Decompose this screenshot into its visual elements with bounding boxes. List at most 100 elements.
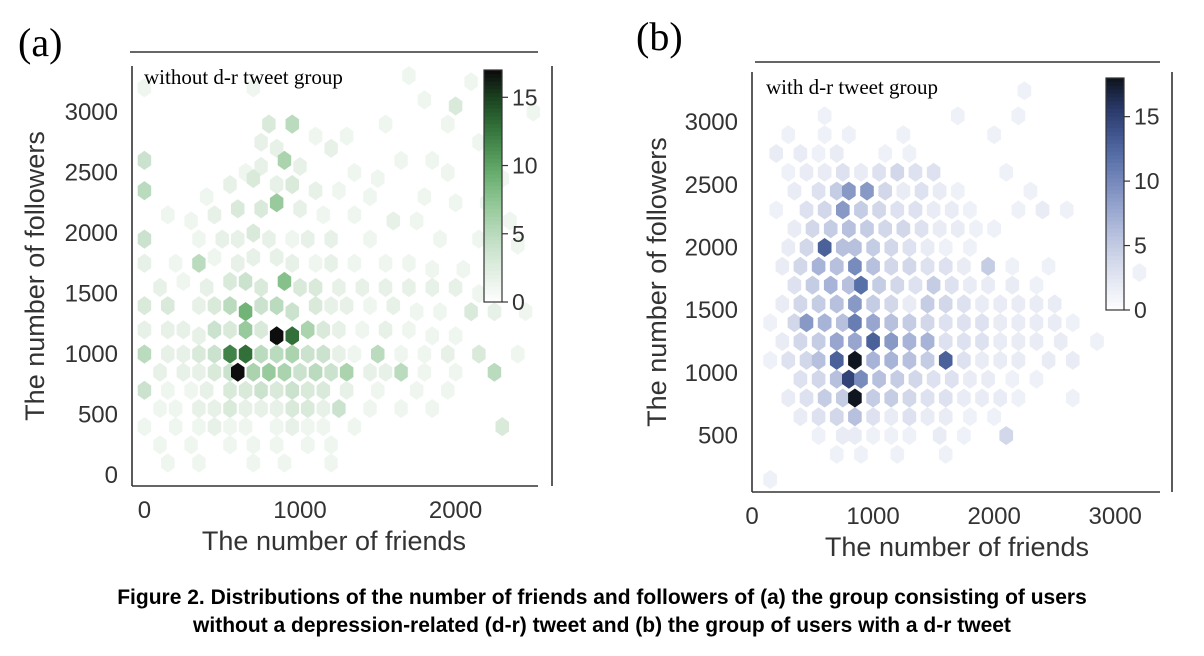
hexbin-cell	[254, 132, 268, 152]
hexbin-cell	[793, 256, 808, 276]
colorbar-segment	[484, 197, 502, 203]
hexbin-cell	[836, 162, 850, 182]
y-tick-label: 1000	[685, 360, 738, 387]
hexbin-cell	[285, 253, 299, 273]
hexbin-cell	[884, 426, 898, 446]
hexbin-cell	[137, 320, 152, 340]
hexbin-cell	[207, 247, 222, 267]
colorbar-segment	[1106, 252, 1124, 257]
hexbin-cell	[238, 380, 253, 400]
y-tick-label: 2500	[685, 172, 738, 199]
colorbar-segment	[1106, 166, 1124, 172]
hexbin-cell	[890, 369, 905, 389]
hexbin-cell	[199, 187, 214, 207]
group-legend-text: with d-r tweet group	[766, 75, 938, 99]
y-tick-label: 500	[78, 402, 118, 429]
hexbin-cell	[884, 256, 898, 276]
colorbar-segment	[1106, 271, 1124, 276]
hexbin-cell	[793, 369, 808, 389]
hexbin-cell	[836, 388, 850, 408]
panel-a: 0 1000 2000 0 500 1000 1500 2000 2500 3000 The num…	[18, 20, 553, 556]
colorbar-segment	[1106, 240, 1124, 245]
hexbin-cell	[884, 332, 898, 352]
hexbin-cell	[1005, 256, 1020, 276]
hexbin-cell	[793, 332, 808, 352]
hexbin-cell	[472, 344, 486, 364]
hexbin-cell	[920, 350, 935, 370]
hexbin-cell	[363, 187, 377, 207]
hexbin-cell	[993, 313, 1007, 333]
hexbin-cell	[799, 313, 814, 333]
hexbin-cell	[402, 277, 416, 298]
hexbin-cell	[884, 313, 898, 333]
colorbar-segment	[484, 282, 502, 288]
hexbin-cell	[153, 362, 167, 382]
hexbin-cell	[285, 175, 299, 195]
hexbin-cell	[254, 199, 268, 219]
hexbin-cell	[246, 223, 261, 243]
colorbar-segment	[1106, 263, 1124, 269]
colorbar-segment	[1106, 182, 1124, 187]
hexbin-cell	[836, 200, 850, 220]
hexbin-cell	[829, 294, 844, 314]
hexbin-cell	[285, 326, 299, 346]
colorbar-frame	[1105, 77, 1125, 311]
hexbin-cell	[425, 277, 439, 298]
hexbin-cell	[137, 417, 152, 437]
hexbin-cell	[975, 350, 989, 370]
colorbar-segment	[484, 108, 502, 114]
colorbar-segment	[484, 178, 502, 183]
hexbin-cell	[254, 277, 268, 298]
hexbin-cell	[799, 350, 814, 370]
colorbar-segment	[484, 209, 502, 214]
hexbin-cell	[347, 253, 362, 273]
hexbin-cell	[332, 344, 346, 364]
hexbin-cell	[866, 332, 880, 352]
hexbin-cell	[262, 362, 276, 382]
hexbin-cell	[207, 362, 222, 382]
hexbin-cell	[787, 219, 802, 239]
colorbar-segment	[1106, 267, 1124, 272]
hexbin-cell	[920, 238, 935, 257]
hexbin-cell	[854, 200, 868, 220]
hexbin-cell	[409, 302, 424, 322]
hexbin-cell	[176, 320, 191, 340]
hexbin-cell	[339, 362, 354, 382]
colorbar-segment	[484, 97, 502, 102]
hexbin-cell	[914, 181, 929, 201]
colorbar-segment	[484, 240, 502, 245]
hexbin-cell	[1041, 256, 1056, 276]
y-tick-label: 500	[698, 423, 738, 450]
hexbin-cell	[938, 332, 953, 352]
hexbin-cell	[829, 369, 844, 389]
colorbar-segment	[1106, 155, 1124, 160]
hexbin-cell	[324, 253, 338, 273]
hexbin-cell	[277, 271, 292, 291]
hexbin-cell	[872, 369, 886, 389]
hexbin-cell	[1041, 350, 1056, 370]
hexbin-cell	[269, 435, 284, 455]
colorbar-segment	[1106, 236, 1124, 241]
hexbin-cell	[763, 469, 777, 489]
hexbin-cell	[308, 181, 323, 201]
hexbin-cell	[811, 294, 826, 314]
hexbin-cell	[854, 275, 868, 295]
hexbin-cell	[371, 169, 385, 189]
hexbin-cell	[866, 407, 880, 427]
colorbar-segment	[1106, 213, 1124, 218]
hexbin-cell	[269, 326, 284, 346]
colorbar-segment	[1106, 85, 1124, 91]
hexbin-cell	[781, 238, 796, 257]
hexbin-cell	[781, 350, 796, 370]
hexbin-cell	[238, 271, 253, 291]
hexbin-cell	[787, 181, 802, 201]
colorbar-segment	[1106, 228, 1124, 234]
hexbin-cell	[1011, 388, 1026, 408]
hexbin-cell	[902, 388, 917, 408]
hexbin-cell	[938, 388, 953, 408]
colorbar-segment	[484, 278, 502, 284]
hexbin-cell	[866, 238, 880, 257]
hexbin-cell	[944, 275, 959, 295]
colorbar-tick-label: 15	[512, 84, 538, 110]
y-axis-label: The number of followers	[642, 137, 672, 427]
